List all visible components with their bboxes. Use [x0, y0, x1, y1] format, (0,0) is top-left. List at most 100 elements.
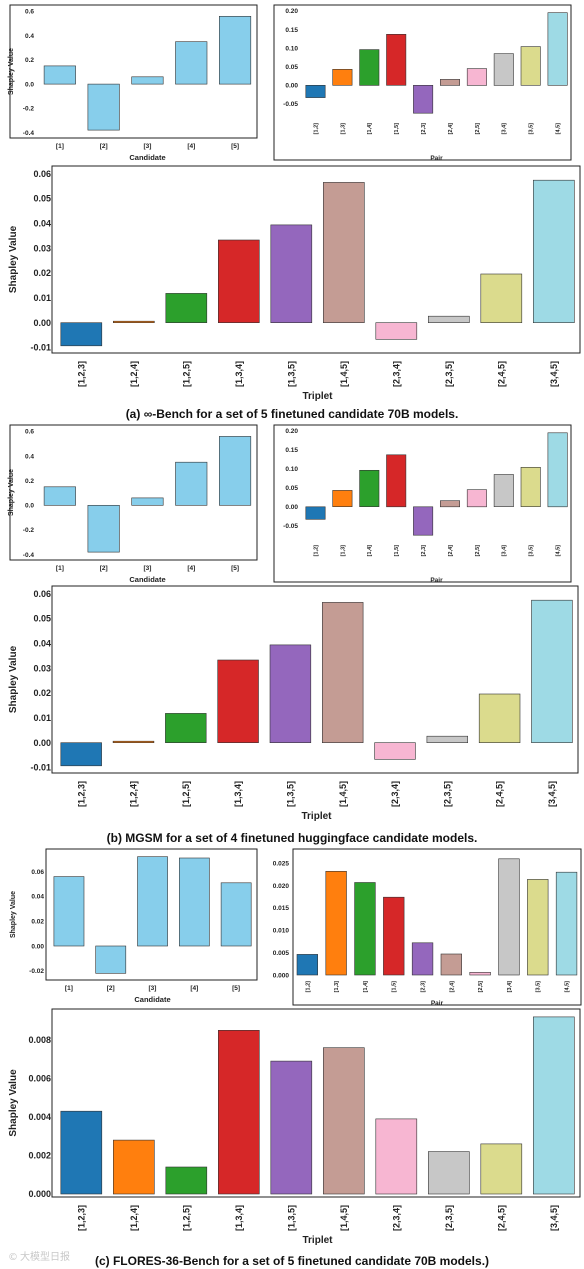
bar-1	[43, 486, 76, 506]
x-tick-label: [2,5]	[475, 123, 481, 134]
bar-135	[269, 644, 312, 744]
y-tick-label: 0.04	[33, 639, 51, 649]
bar-15	[383, 896, 405, 976]
bar-34	[493, 53, 514, 86]
chart-a-candidate: [1] [2] [3] [4] [5] -0.4 -0.2 0.0 0.2 0.4 0.6 Candi…	[8, 4, 258, 162]
y-tick-label: 0.4	[25, 33, 34, 40]
x-tick-label: [2,5]	[478, 981, 484, 992]
bar-135	[270, 1060, 313, 1195]
x-tick-label: [2,4]	[448, 545, 454, 556]
plot-frame	[51, 1008, 581, 1198]
y-tick-label: 0.6	[25, 9, 34, 16]
x-tick-label: [1,3,4]	[234, 1205, 244, 1231]
bar-12	[305, 506, 326, 520]
bar-125	[165, 293, 208, 323]
x-tick-label: [3,4]	[502, 123, 508, 134]
y-tick-label: 0.015	[273, 905, 290, 912]
x-tick-label: [4]	[187, 143, 195, 150]
y-tick-label: 0.2	[25, 57, 34, 64]
bar-345	[532, 1016, 575, 1195]
x-tick-label: [4,5]	[555, 123, 561, 134]
chart-b-triplet: [1,2,3] [1,2,4] [1,2,5] [1,3,4] [1,3,5] [1,4,…	[8, 585, 579, 822]
bar-1	[53, 876, 85, 947]
y-tick-label: 0.06	[33, 169, 51, 179]
bar-1	[43, 65, 76, 85]
bar-145	[321, 602, 364, 744]
bar-4	[179, 857, 210, 947]
x-axis-label: Candidate	[129, 575, 165, 584]
x-tick-label: [1,2,3]	[76, 781, 86, 807]
y-tick-label: 0.04	[33, 219, 51, 229]
y-tick-label: 0.04	[31, 894, 44, 901]
x-tick-label: [1,2,3]	[76, 361, 86, 387]
bar-145	[322, 182, 365, 323]
y-tick-label: 0.05	[285, 64, 298, 71]
y-tick-label: 0.15	[285, 27, 298, 34]
y-tick-label: 0.10	[285, 466, 298, 473]
x-tick-label: [3,5]	[529, 545, 535, 556]
x-tick-label: [1,3,5]	[286, 361, 296, 387]
bar-124	[113, 320, 155, 324]
x-tick-label: [1,3]	[340, 545, 346, 556]
y-tick-label: 0.000	[28, 1189, 51, 1199]
bar-2	[95, 945, 127, 974]
y-axis-label: Shapley Value	[8, 1069, 19, 1137]
bar-134	[218, 1030, 260, 1195]
x-tick-label: [1,3,4]	[234, 361, 244, 387]
x-tick-label: [1,4,5]	[338, 781, 348, 807]
x-axis-label: Pair	[431, 1000, 444, 1007]
y-tick-label: 0.05	[33, 194, 51, 204]
x-axis-label: Pair	[430, 155, 443, 162]
bar-4	[175, 41, 208, 85]
x-tick-label: [1,4]	[367, 123, 373, 134]
bar-2	[87, 504, 120, 553]
x-tick-label: [2,4,5]	[495, 781, 505, 807]
x-tick-label: [2,3]	[421, 123, 427, 134]
x-tick-label: [1]	[56, 565, 64, 572]
x-axis-label: Triplet	[302, 391, 333, 402]
bar-123	[60, 1110, 103, 1195]
x-tick-label: [3]	[144, 565, 152, 572]
bar-14	[359, 49, 380, 86]
bar-5	[219, 15, 252, 85]
x-tick-label: [4,5]	[565, 981, 571, 992]
bar-34	[493, 474, 514, 508]
bar-14	[359, 469, 380, 507]
x-tick-label: [1,5]	[392, 981, 398, 992]
bar-15	[386, 33, 407, 86]
y-tick-label: -0.02	[29, 968, 44, 975]
y-tick-label: 0.02	[33, 268, 51, 278]
bar-235	[427, 315, 470, 324]
bar-3	[131, 76, 164, 85]
x-tick-label: [1,5]	[394, 123, 400, 134]
x-tick-label: [4,5]	[555, 545, 561, 556]
y-tick-label: 0.00	[285, 83, 298, 90]
y-tick-label: 0.02	[33, 688, 51, 698]
y-axis-label: Shapley Value	[8, 225, 19, 293]
x-tick-label: [4]	[187, 565, 195, 572]
y-tick-label: -0.05	[283, 523, 298, 530]
y-tick-label: 0.20	[285, 8, 298, 15]
x-tick-label: [2,3]	[421, 981, 427, 992]
y-tick-label: 0.4	[25, 453, 34, 460]
x-tick-label: [5]	[231, 143, 239, 150]
y-tick-label: 0.005	[273, 950, 290, 957]
x-tick-label: [2,3,4]	[391, 1205, 401, 1231]
x-tick-label: [3,4,5]	[549, 1205, 559, 1231]
x-axis-label: Candidate	[129, 153, 165, 162]
x-tick-label: [2]	[100, 143, 108, 150]
x-tick-label: [1,2,5]	[181, 361, 191, 387]
bar-12	[305, 85, 326, 98]
y-axis-label: Shapley Value	[8, 48, 15, 95]
plot-frame	[292, 848, 582, 1006]
y-tick-label: 0.06	[33, 589, 51, 599]
y-tick-label: 0.03	[33, 243, 51, 253]
plot-frame	[9, 4, 258, 139]
x-tick-label: [5]	[231, 565, 239, 572]
x-tick-label: [1,2,5]	[181, 781, 191, 807]
chart-c-pair: [1,2] [1,3] [1,4] [1,5] [2,3] [2,4] [2,5] [3,4]…	[273, 848, 582, 1007]
y-tick-label: 0.02	[31, 918, 44, 925]
x-tick-label: [1,2,4]	[129, 361, 139, 387]
x-tick-label: [1]	[65, 985, 73, 992]
